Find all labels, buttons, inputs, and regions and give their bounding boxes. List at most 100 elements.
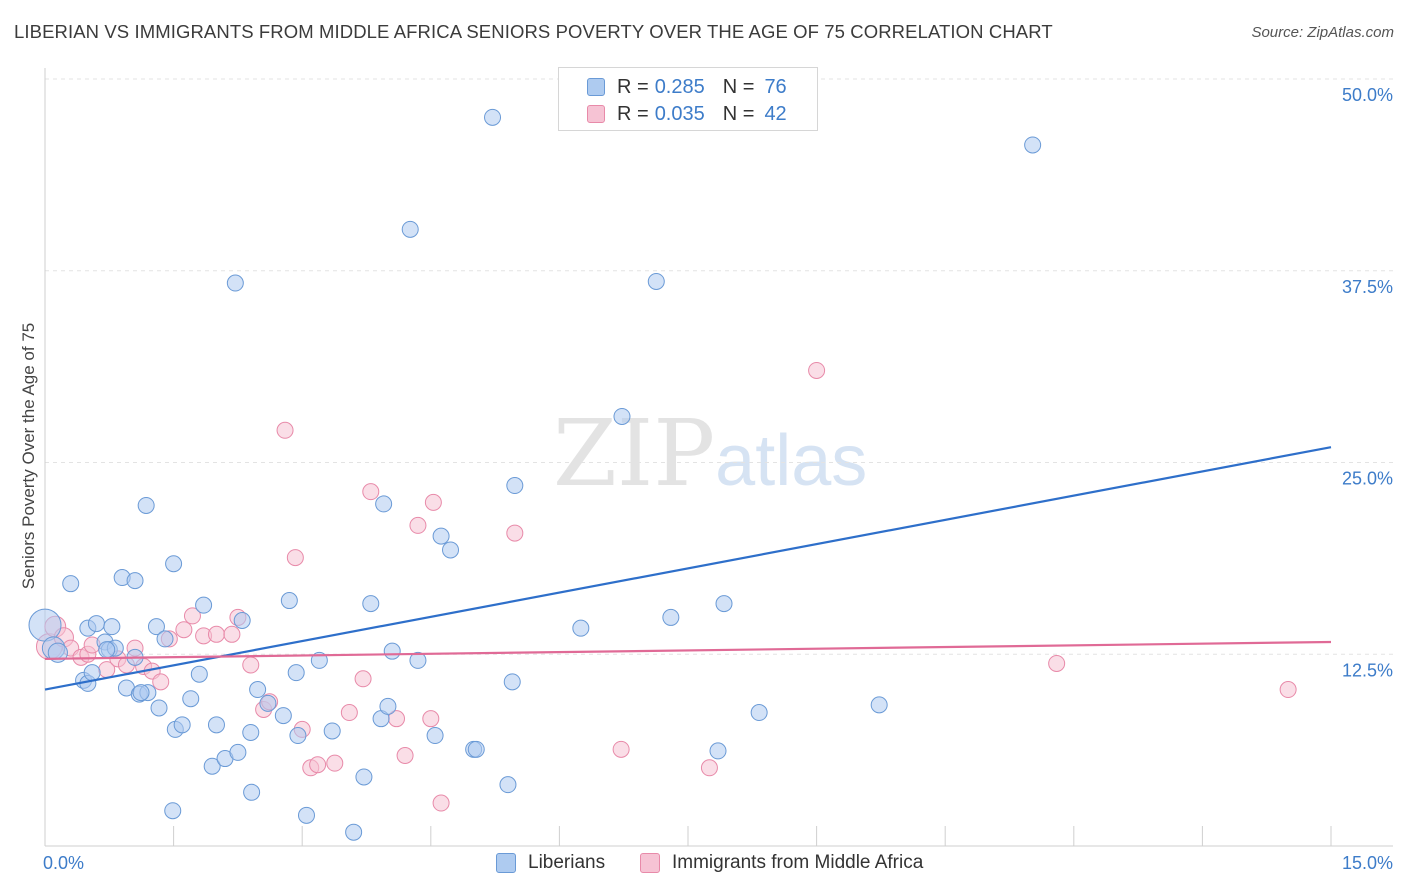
- y-tick-label: 37.5%: [1342, 277, 1393, 297]
- point-liberians: [613, 407, 631, 425]
- point-liberians: [409, 651, 427, 669]
- point-liberians: [289, 727, 307, 745]
- point-middle-africa: [354, 670, 372, 688]
- point-middle-africa: [1048, 654, 1066, 672]
- point-middle-africa: [286, 549, 304, 567]
- point-liberians: [173, 716, 191, 734]
- point-liberians: [467, 740, 485, 758]
- legend-row-liberians: R = 0.285 N = 76: [587, 74, 787, 100]
- point-liberians: [132, 684, 150, 702]
- point-liberians: [150, 699, 168, 717]
- source-label: Source: ZipAtlas.com: [1251, 24, 1394, 41]
- point-liberians: [709, 742, 727, 760]
- legend-n-label: N =: [722, 75, 755, 98]
- point-liberians: [715, 595, 733, 613]
- point-liberians: [103, 618, 121, 636]
- point-liberians: [484, 108, 502, 126]
- legend-item-liberians[interactable]: Liberians: [496, 852, 605, 874]
- legend-n-value: 76: [764, 75, 787, 98]
- legend-n-label: N =: [722, 102, 755, 125]
- series-liberians-points: [28, 108, 1042, 841]
- point-liberians: [182, 690, 200, 708]
- point-middle-africa: [152, 673, 170, 691]
- point-liberians: [98, 641, 116, 659]
- point-middle-africa: [183, 607, 201, 625]
- point-liberians: [126, 572, 144, 590]
- point-liberians: [355, 768, 373, 786]
- point-liberians: [28, 608, 62, 642]
- legend-r-value: 0.285: [654, 75, 705, 98]
- point-middle-africa: [1279, 681, 1297, 699]
- x-ticks: [173, 826, 1332, 846]
- point-liberians: [87, 615, 105, 633]
- point-liberians: [870, 696, 888, 714]
- point-liberians: [164, 802, 182, 820]
- series-legend: Liberians Immigrants from Middle Africa: [0, 852, 1406, 876]
- point-liberians: [83, 664, 101, 682]
- y-axis-label: Seniors Poverty Over the Age of 75: [19, 323, 38, 589]
- point-liberians: [506, 477, 524, 495]
- point-liberians: [259, 694, 277, 712]
- point-liberians: [287, 664, 305, 682]
- point-liberians: [503, 673, 521, 691]
- trend-line-middle-africa: [44, 640, 1332, 660]
- point-middle-africa: [242, 656, 260, 674]
- legend-label-middle-africa: Immigrants from Middle Africa: [672, 852, 924, 873]
- legend-label-liberians: Liberians: [528, 852, 606, 873]
- point-liberians: [442, 541, 460, 559]
- point-middle-africa: [340, 704, 358, 722]
- point-liberians: [750, 704, 768, 722]
- point-liberians: [401, 220, 419, 238]
- legend-item-middle-africa[interactable]: Immigrants from Middle Africa: [640, 852, 923, 874]
- y-tick-label: 25.0%: [1342, 469, 1393, 489]
- point-middle-africa: [432, 794, 450, 812]
- watermark-zip: ZIP: [553, 400, 716, 507]
- point-middle-africa: [506, 524, 524, 542]
- point-middle-africa: [700, 759, 718, 777]
- gridlines: [45, 78, 1393, 655]
- legend-swatch-blue: [587, 78, 605, 96]
- point-middle-africa: [422, 710, 440, 728]
- point-liberians: [137, 496, 155, 514]
- series-middle-africa-points: [35, 361, 1297, 812]
- point-liberians: [274, 707, 292, 725]
- trend-line-liberians: [44, 446, 1332, 691]
- point-liberians: [62, 575, 80, 593]
- x-tick-label-max: 15.0%: [1342, 853, 1393, 873]
- point-middle-africa: [424, 493, 442, 511]
- point-middle-africa: [276, 421, 294, 439]
- point-middle-africa: [326, 754, 344, 772]
- point-liberians: [647, 272, 665, 290]
- point-middle-africa: [223, 625, 241, 643]
- point-liberians: [147, 618, 165, 636]
- point-middle-africa: [309, 756, 327, 774]
- watermark-atlas: atlas: [715, 421, 868, 501]
- point-liberians: [226, 274, 244, 292]
- legend-r-label: R =: [617, 75, 649, 98]
- point-liberians: [203, 757, 221, 775]
- axes: [44, 68, 1393, 847]
- legend-swatch-pink: [587, 105, 605, 123]
- point-liberians: [383, 642, 401, 660]
- point-liberians: [379, 697, 397, 715]
- point-liberians: [190, 665, 208, 683]
- point-middle-africa: [396, 746, 414, 764]
- point-liberians: [499, 776, 517, 794]
- point-liberians: [195, 596, 213, 614]
- chart-title: LIBERIAN VS IMMIGRANTS FROM MIDDLE AFRIC…: [14, 21, 1053, 42]
- point-liberians: [249, 681, 267, 699]
- point-liberians: [375, 495, 393, 513]
- legend-row-middle-africa: R = 0.035 N = 42: [587, 101, 787, 127]
- point-liberians: [572, 619, 590, 637]
- legend-swatch-liberians: [496, 853, 516, 873]
- y-tick-label: 50.0%: [1342, 85, 1393, 105]
- point-middle-africa: [612, 740, 630, 758]
- point-middle-africa: [207, 625, 225, 643]
- point-liberians: [362, 595, 380, 613]
- point-middle-africa: [409, 516, 427, 534]
- x-tick-label-min: 0.0%: [43, 853, 84, 873]
- point-middle-africa: [808, 361, 826, 379]
- y-tick-label: 12.5%: [1342, 660, 1393, 680]
- point-liberians: [165, 555, 183, 573]
